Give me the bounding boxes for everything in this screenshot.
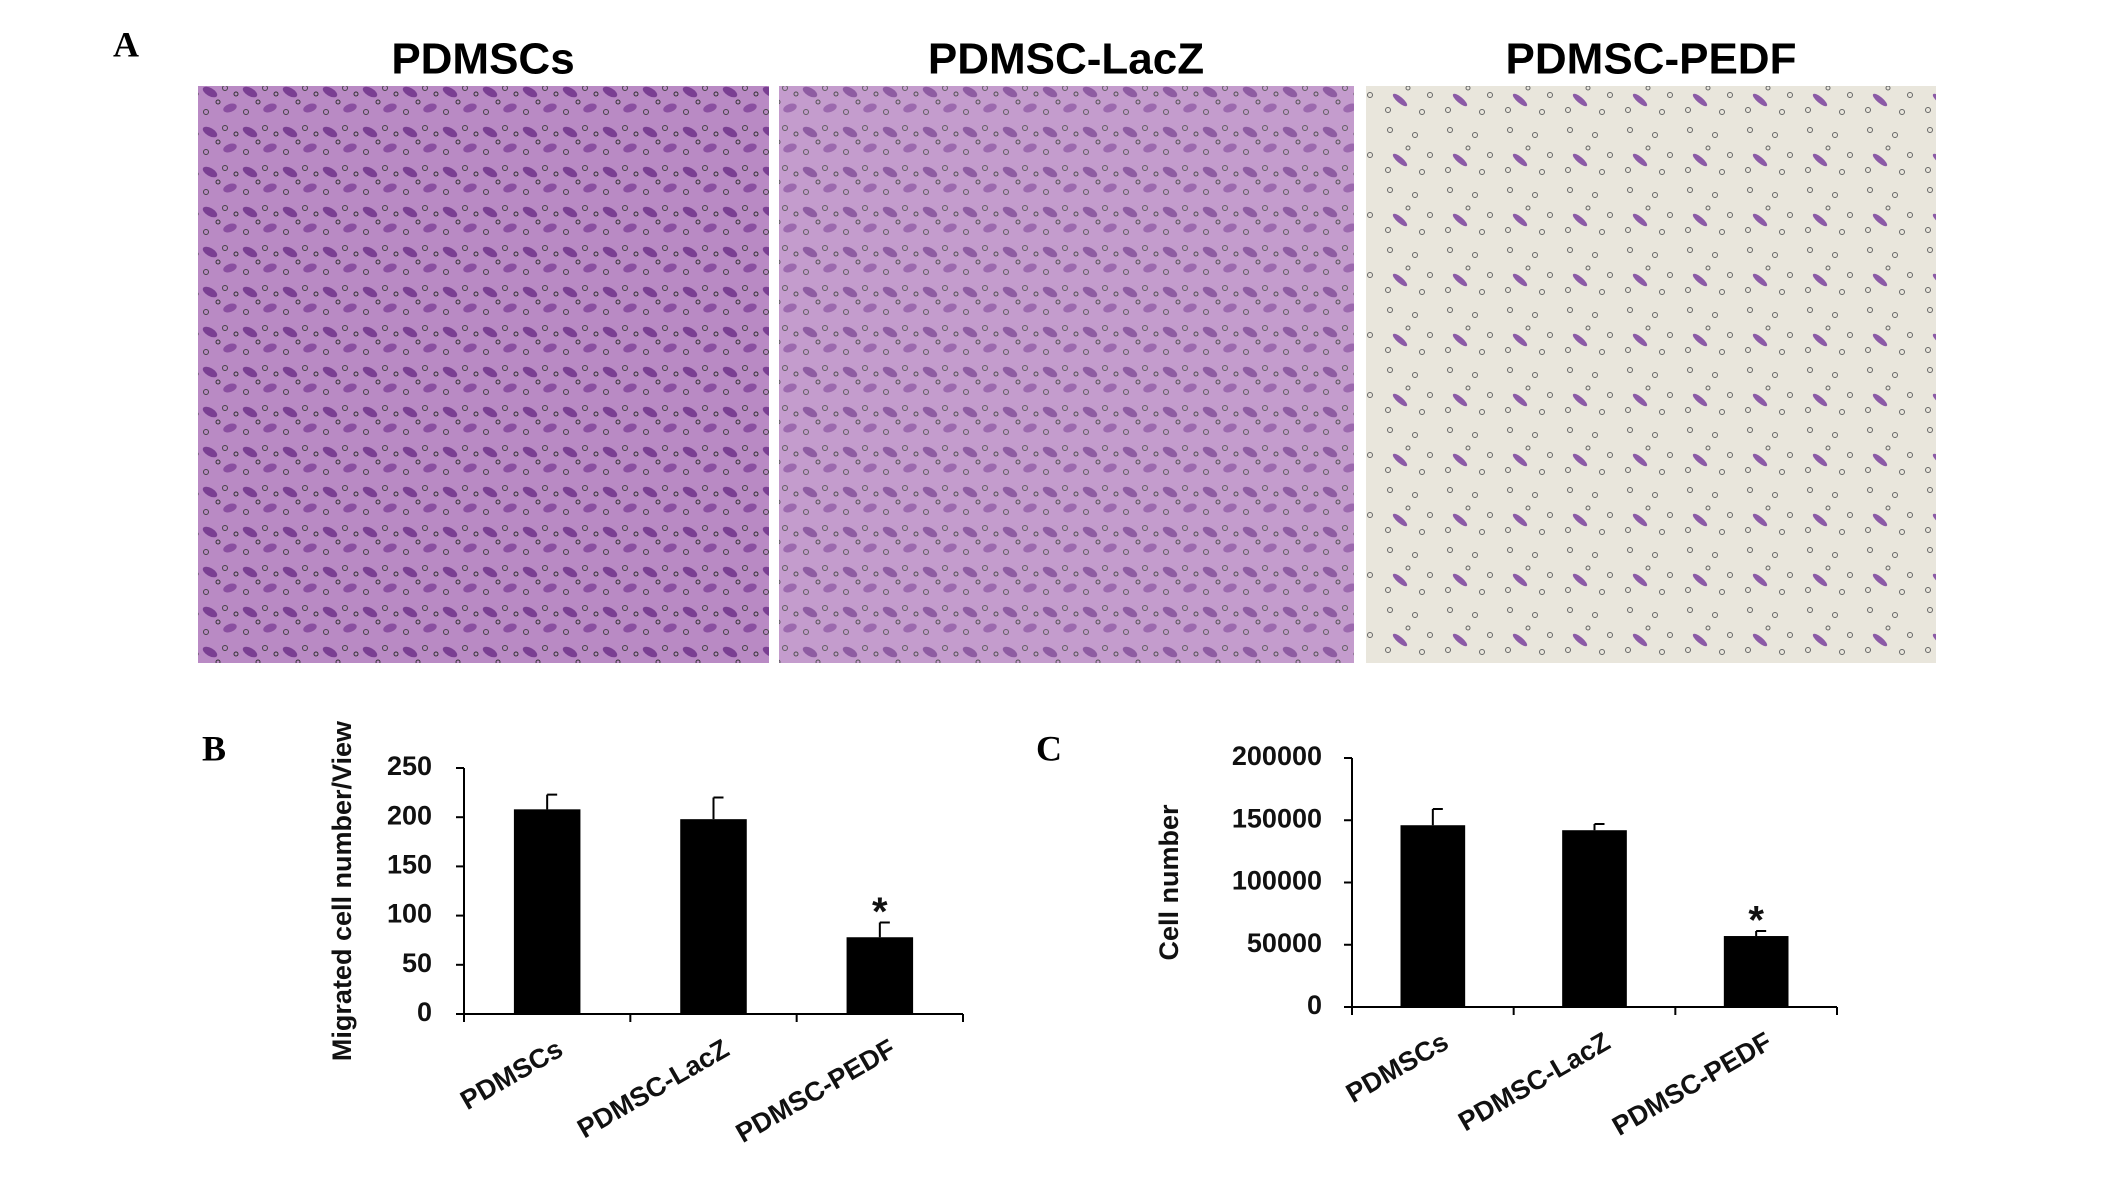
micrograph xyxy=(198,86,769,663)
y-axis-label: Migrated cell number/View xyxy=(327,720,357,1061)
bar xyxy=(1723,936,1789,1007)
image-title: PDMSC-PEDF xyxy=(1506,35,1797,84)
y-tick-label: 100 xyxy=(387,899,432,929)
bar xyxy=(846,937,914,1014)
y-tick-label: 100000 xyxy=(1232,866,1322,896)
annotation: * xyxy=(872,890,888,934)
bar xyxy=(1562,830,1627,1007)
y-tick-label: 50 xyxy=(402,948,432,978)
annotation: * xyxy=(1748,899,1764,943)
x-tick-label: PDMSC-LacZ xyxy=(572,1033,734,1144)
image-title: PDMSCs xyxy=(391,35,574,84)
x-tick-label: PDMSCs xyxy=(1341,1026,1453,1108)
panel-label: C xyxy=(1036,728,1062,768)
y-tick-label: 0 xyxy=(417,997,432,1027)
bar xyxy=(1400,825,1466,1007)
y-tick-label: 250 xyxy=(387,751,432,781)
panel-label: B xyxy=(202,728,226,768)
error-bar xyxy=(1755,930,1767,937)
x-tick-label: PDMSC-PEDF xyxy=(731,1033,901,1148)
y-tick-label: 150 xyxy=(387,850,432,880)
y-tick-label: 50000 xyxy=(1247,928,1322,958)
image-title: PDMSC-LacZ xyxy=(928,35,1204,84)
error-bar xyxy=(1593,822,1605,831)
y-axis-label: Cell number xyxy=(1154,804,1184,961)
y-tick-label: 150000 xyxy=(1232,803,1322,833)
error-bar xyxy=(712,796,724,820)
bar xyxy=(680,819,747,1014)
x-tick-label: PDMSCs xyxy=(455,1033,567,1115)
bar xyxy=(513,809,581,1014)
x-tick-label: PDMSC-PEDF xyxy=(1607,1026,1777,1141)
y-tick-label: 0 xyxy=(1307,990,1322,1020)
error-bar xyxy=(546,793,558,810)
x-tick-label: PDMSC-LacZ xyxy=(1453,1026,1615,1137)
micrograph xyxy=(779,86,1354,663)
y-tick-label: 200000 xyxy=(1232,741,1322,771)
error-bar xyxy=(1431,808,1443,826)
panel-label: A xyxy=(113,24,139,64)
error-bar xyxy=(878,921,890,938)
y-tick-label: 200 xyxy=(387,800,432,830)
micrograph xyxy=(1366,86,1936,663)
